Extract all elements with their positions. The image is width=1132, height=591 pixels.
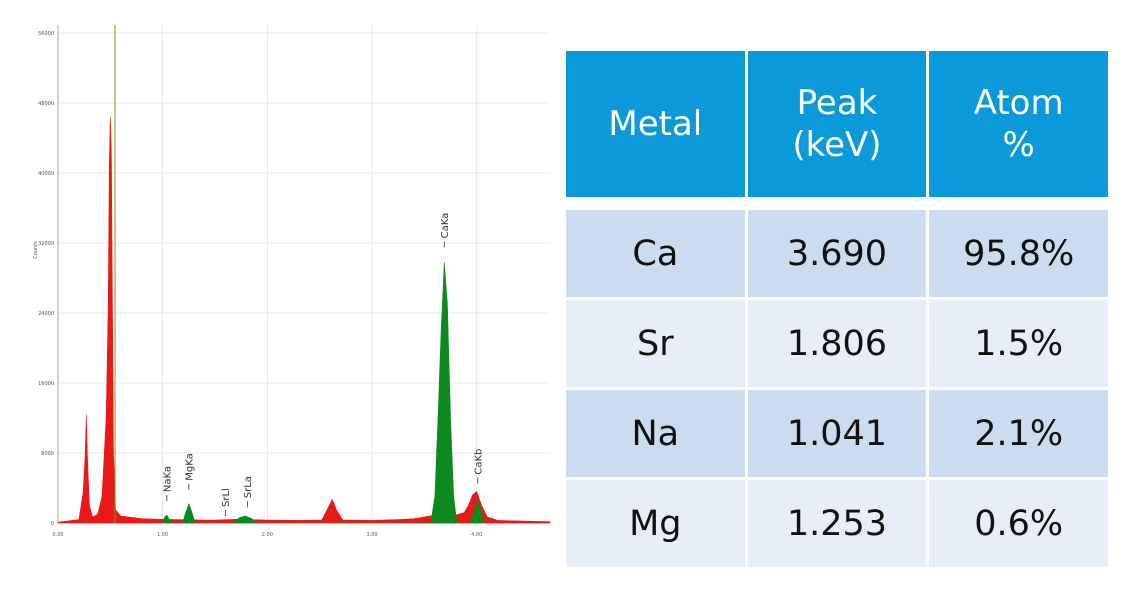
header-atom-line2: % [1002,125,1035,165]
cell-metal: Na [566,390,745,477]
y-tick-label: 56000 [38,31,54,37]
y-tick-label: 0 [51,521,54,527]
peak-label: CaKb [473,449,484,484]
x-tick-label: 0.00 [52,532,63,538]
composition-table: Metal Peak (keV) Atom% Ca 3.690 95.8% Sr … [563,48,1111,570]
peak-label-text: SrLl [221,488,232,507]
peak-label-text: NaKa [162,466,173,492]
peak-label-text: MgKa [184,453,195,481]
cell-peak: 1.041 [747,390,927,477]
table-header-row: Metal Peak (keV) Atom% [566,51,1108,197]
cell-peak: 1.806 [747,300,927,387]
peak-label-text: CaKb [473,449,484,475]
cell-metal: Ca [566,210,745,297]
header-atom: Atom% [929,51,1108,197]
chart-grid [58,25,550,523]
cell-metal: Mg [566,480,745,567]
spectrum-series [57,116,551,524]
cell-atom: 2.1% [929,390,1108,477]
peak-label-text: CaKa [440,213,451,239]
header-metal-line1: Metal [608,104,703,144]
table-row: Mg 1.253 0.6% [566,480,1108,567]
composition-table-container: Metal Peak (keV) Atom% Ca 3.690 95.8% Sr … [566,51,1114,567]
spectrum-series-2 [162,262,485,524]
y-tick-label: 16000 [38,381,54,387]
cell-peak: 3.690 [747,210,927,297]
header-atom-line1: Atom [973,83,1064,123]
cell-atom: 0.6% [929,480,1108,567]
peak-label: SrLl [221,488,232,516]
spectrum-series-1 [57,116,551,524]
table-row: Na 1.041 2.1% [566,390,1108,477]
x-tick-label: 2.00 [262,532,273,538]
y-tick-label: 32000 [38,241,54,247]
y-tick-label: 48000 [38,101,54,107]
x-tick-label: 3.00 [366,532,377,538]
peak-labels: NaKa MgKa SrLl SrLa CaKa CaKb [162,213,484,516]
header-peak-line1: Peak [796,83,878,123]
y-tick-label: 40000 [38,171,54,177]
peak-label: MgKa [184,453,195,490]
cell-atom: 95.8% [929,210,1108,297]
eds-spectrum-chart: 0 8000 16000 24000 32000 40000 48000 56000 0.00… [33,25,551,538]
header-peak-line2: (keV) [792,125,882,165]
gap-cell [566,200,1108,207]
peak-label: NaKa [162,466,173,502]
cell-peak: 1.253 [747,480,927,567]
peak-label-text: SrLa [243,476,254,498]
peak-label: SrLa [243,476,254,508]
header-peak: Peak (keV) [747,51,927,197]
table-row: Sr 1.806 1.5% [566,300,1108,387]
x-tick-labels: 0.00 1.00 2.00 3.00 4.00 [52,532,482,538]
y-tick-labels: 0 8000 16000 24000 32000 40000 48000 56000 [38,31,54,527]
cell-atom: 1.5% [929,300,1108,387]
x-tick-label: 1.00 [157,532,168,538]
header-metal: Metal [566,51,745,197]
peak-label: CaKa [440,213,451,248]
x-tick-label: 4.00 [471,532,482,538]
y-axis-label: Counts [33,241,39,259]
y-tick-label: 24000 [38,311,54,317]
chart-axes [57,25,550,524]
y-tick-label: 8000 [41,451,54,457]
header-gap [566,200,1108,207]
table-row: Ca 3.690 95.8% [566,210,1108,297]
cell-metal: Sr [566,300,745,387]
